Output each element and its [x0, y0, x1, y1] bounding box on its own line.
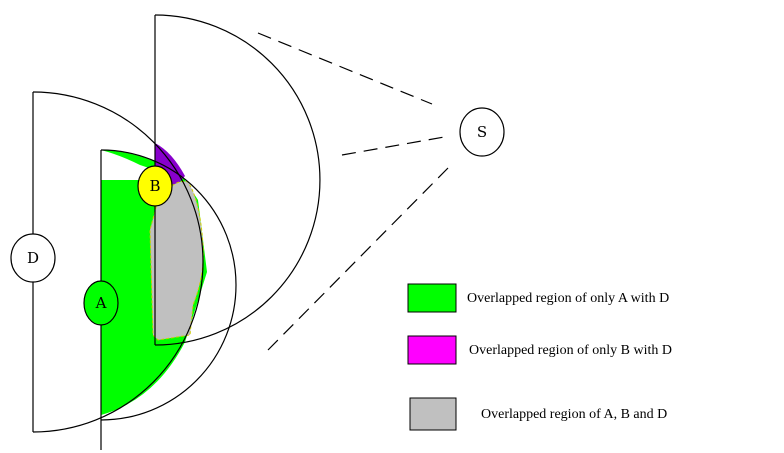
region-abd [149, 180, 204, 341]
dashed-line-middle [341, 135, 451, 156]
node-a: A [83, 280, 119, 326]
coverage-arc-b [154, 14, 321, 346]
node-b-label: B [149, 177, 160, 195]
legend-item-abd: Overlapped region of A, B and D [409, 397, 667, 431]
node-b: B [137, 165, 173, 207]
dashed-line-bottom [267, 167, 449, 351]
legend-item-a-only: Overlapped region of only A with D [407, 283, 669, 313]
node-d: D [10, 233, 56, 283]
node-s-label: S [477, 123, 487, 141]
legend-swatch-b-only [407, 335, 457, 365]
node-s: S [459, 107, 505, 157]
legend-label-a-only: Overlapped region of only A with D [467, 291, 669, 306]
node-a-label: A [95, 294, 107, 312]
legend-item-b-only: Overlapped region of only B with D [407, 335, 672, 365]
coverage-arc-a [100, 149, 237, 421]
coverage-arc-d [32, 91, 204, 433]
dashed-line-top [257, 32, 433, 105]
legend-label-b-only: Overlapped region of only B with D [469, 343, 672, 358]
legend-swatch-a-only [407, 283, 457, 313]
legend-label-abd: Overlapped region of A, B and D [481, 407, 667, 422]
legend-swatch-abd [409, 397, 457, 431]
legend: Overlapped region of only A with D Overl… [407, 283, 672, 431]
node-d-label: D [27, 249, 39, 267]
